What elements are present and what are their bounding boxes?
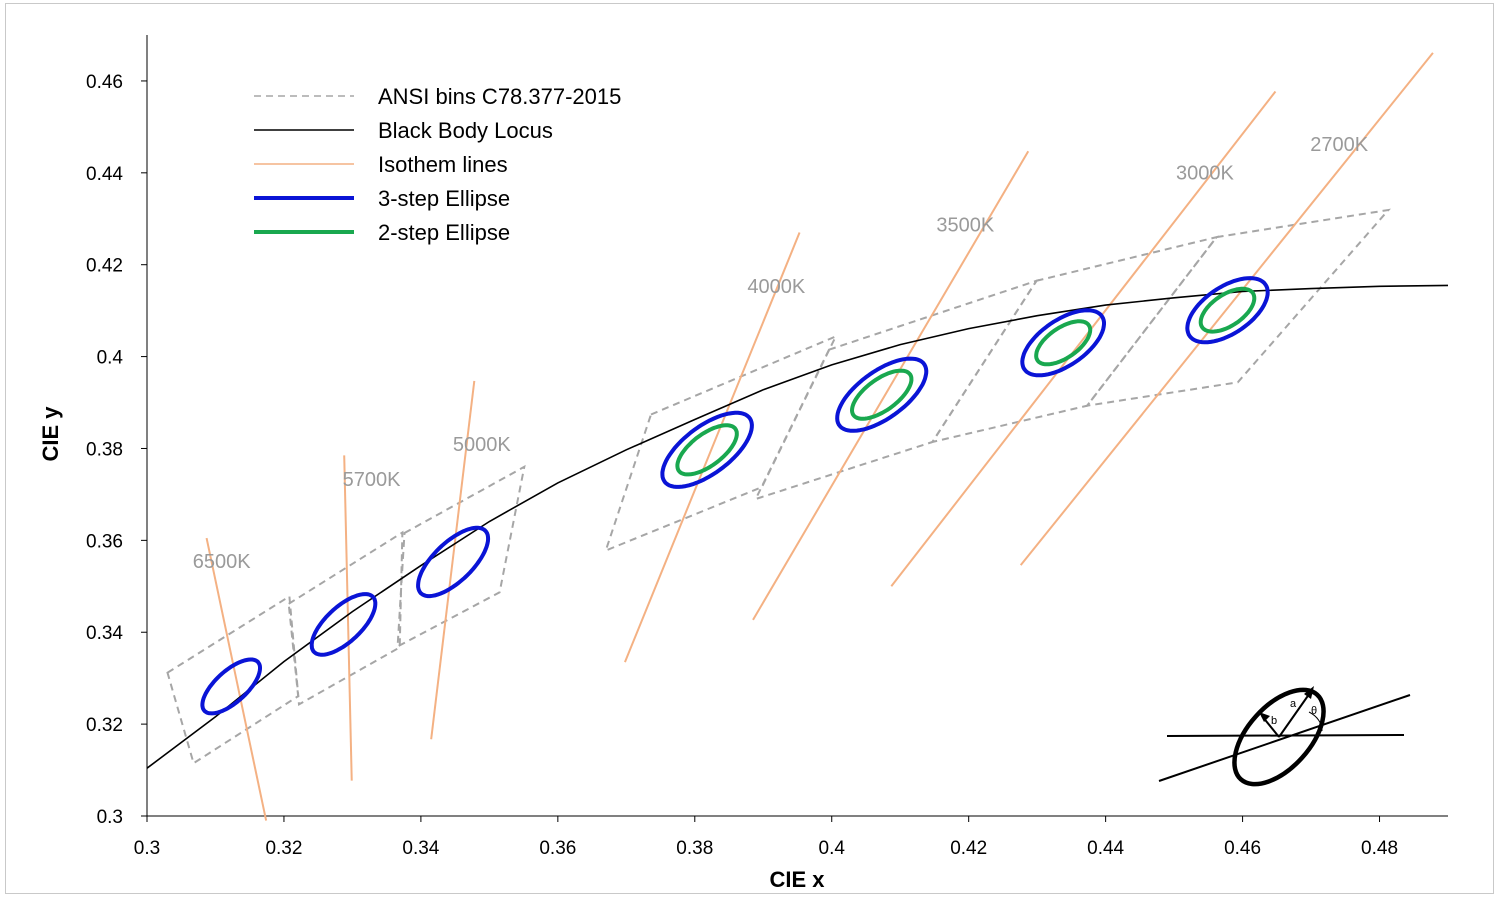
ellipse-2step-layer <box>675 286 1257 477</box>
x-tick-label: 0.36 <box>539 838 576 859</box>
inset-a-arrowhead-icon <box>1304 686 1314 699</box>
x-tick-label: 0.38 <box>676 838 713 859</box>
inset-a-arrow <box>1278 689 1313 738</box>
ellipse-3step-5000k <box>416 525 491 599</box>
y-tick-label: 0.38 <box>86 439 123 460</box>
ellipse-parameter-inset: a b θ <box>1158 686 1411 787</box>
chart-frame <box>5 3 1494 894</box>
legend-label-ansi: ANSI bins C78.377-2015 <box>378 84 621 109</box>
legend-label-isotherm: Isothem lines <box>378 152 508 177</box>
isotherm-line-3500k <box>752 150 1030 621</box>
cct-label-2700k: 2700K <box>1310 134 1368 156</box>
ansi-bin-5700k <box>287 530 404 707</box>
y-tick-label: 0.34 <box>86 623 123 644</box>
x-tick-label: 0.4 <box>819 838 846 859</box>
y-tick-label: 0.46 <box>86 72 123 93</box>
x-tick-label: 0.32 <box>265 838 302 859</box>
x-tick-label: 0.44 <box>1087 838 1124 859</box>
cct-label-5000k: 5000K <box>453 434 511 456</box>
ellipse-3step-5700k <box>309 592 378 657</box>
inset-label-b: b <box>1271 715 1277 727</box>
y-axis-title: CIE y <box>38 406 63 462</box>
x-tick-label: 0.46 <box>1224 838 1261 859</box>
isotherm-line-3000k <box>890 90 1277 587</box>
ellipse-2step-2700k <box>1198 286 1257 334</box>
ansi-bin-2700k <box>1084 208 1391 408</box>
x-tick-label: 0.3 <box>134 838 160 859</box>
isotherm-lines-layer <box>205 52 1434 821</box>
inset-horizontal-axis <box>1166 734 1405 737</box>
ansi-bins-layer <box>166 208 1391 765</box>
ansi-bin-3500k <box>753 278 1039 501</box>
isotherm-line-4000k <box>624 232 801 663</box>
inset-major-axis-line <box>1158 694 1411 782</box>
cct-label-6500k: 6500K <box>193 551 251 573</box>
y-tick-label: 0.42 <box>86 256 123 277</box>
cct-label-3000k: 3000K <box>1176 162 1234 184</box>
black-body-locus-line <box>146 284 1449 769</box>
ellipse-3step-3500k <box>835 356 929 433</box>
ansi-bin-4000k <box>604 334 838 553</box>
legend-label-locus: Black Body Locus <box>378 118 553 143</box>
ellipse-3step-6500k <box>200 657 262 716</box>
isotherm-line-5000k <box>430 380 476 740</box>
inset-theta-arc <box>1308 711 1323 732</box>
inset-ellipse <box>1232 687 1326 787</box>
cct-label-5700k: 5700K <box>343 469 401 491</box>
y-tick-label: 0.32 <box>86 715 123 736</box>
y-tick-label: 0.36 <box>86 531 123 552</box>
ellipse-3step-layer <box>200 276 1270 716</box>
inset-label-a: a <box>1290 698 1297 710</box>
ansi-bin-5000k <box>396 464 526 649</box>
axes: 0.3 0.32 0.34 0.36 0.38 0.4 0.42 0.44 0.46 0.48 0.… <box>86 35 1448 859</box>
x-tick-label: 0.42 <box>950 838 987 859</box>
ellipse-3step-4000k <box>660 410 754 489</box>
cct-label-4000k: 4000K <box>747 276 805 298</box>
ellipse-3step-3000k <box>1020 308 1106 378</box>
cct-labels-layer: 6500K 5700K 5000K 4000K 3500K 3000K 2700K <box>193 134 1369 573</box>
ellipse-2step-3500k <box>850 368 914 421</box>
inset-b-arrowhead-icon <box>1259 712 1270 722</box>
ellipse-2step-3000k <box>1034 319 1093 367</box>
x-axis-title: CIE x <box>769 867 825 892</box>
isotherm-line-2700k <box>1019 52 1434 566</box>
x-tick-label: 0.48 <box>1361 838 1398 859</box>
isotherm-line-5700k <box>343 455 353 781</box>
ellipse-3step-2700k <box>1185 276 1270 345</box>
ellipse-2step-4000k <box>675 423 739 477</box>
inset-label-theta: θ <box>1311 705 1317 717</box>
x-tick-label: 0.34 <box>402 838 439 859</box>
legend: ANSI bins C78.377-2015 Black Body Locus Is… <box>254 84 621 245</box>
legend-label-ellipse2: 2-step Ellipse <box>378 220 510 245</box>
ansi-bin-3000k <box>930 235 1220 444</box>
isotherm-line-6500k <box>205 537 268 821</box>
y-tick-label: 0.3 <box>97 807 123 828</box>
legend-label-ellipse3: 3-step Ellipse <box>378 186 510 211</box>
black-body-locus-layer <box>146 284 1449 769</box>
cct-label-3500k: 3500K <box>936 215 994 237</box>
y-tick-label: 0.44 <box>86 164 123 185</box>
y-tick-label: 0.4 <box>97 348 124 369</box>
